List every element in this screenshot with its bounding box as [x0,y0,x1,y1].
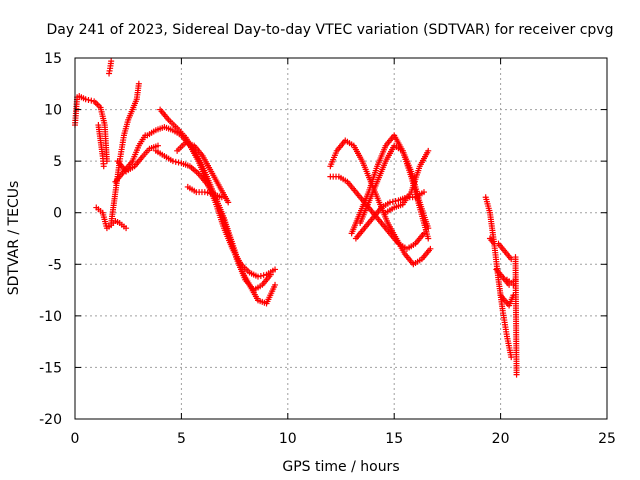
series-e5 [184,183,225,201]
data-point [201,189,208,196]
series-c2 [106,58,115,77]
data-point [267,271,274,278]
series-g2 [486,235,515,263]
series-g1 [482,194,515,361]
plot-frame [74,57,608,420]
y-tick-label: 5 [53,154,62,170]
data-points [72,58,520,378]
y-tick-label: -5 [48,257,62,273]
data-point [392,198,399,205]
y-axis-label: SDTVAR / TECUs [6,181,22,296]
data-point [425,235,432,242]
data-point [204,189,211,196]
data-point [255,273,262,280]
data-point [389,198,396,205]
data-point [175,159,182,166]
chart-title: Day 241 of 2023, Sidereal Day-to-day VTE… [47,22,614,38]
x-tick-label: 20 [492,431,510,447]
data-point [154,142,161,149]
data-point [272,266,279,273]
data-point [425,225,432,232]
x-tick-label: 0 [71,431,80,447]
data-point [207,190,214,197]
data-point [88,97,95,104]
y-tick-label: -15 [39,360,62,376]
data-point [108,58,115,65]
data-point [225,199,232,206]
series-a2 [95,122,107,170]
data-point [513,371,520,378]
y-tick-label: -10 [39,309,62,325]
data-point [169,158,176,165]
x-tick-label: 10 [279,431,297,447]
data-point [420,189,427,196]
x-tick-label: 25 [598,431,616,447]
y-tick-label: 10 [44,103,62,119]
series-f4 [357,142,432,232]
series-g6 [512,254,520,378]
grid [75,58,607,419]
data-point [427,245,434,252]
y-tick-label: -20 [39,412,62,428]
series-b1 [93,204,130,232]
data-point [386,199,393,206]
x-tick-label: 15 [385,431,403,447]
series-d2 [112,132,149,185]
data-point [85,96,92,103]
data-point [272,281,279,288]
x-tick-label: 5 [177,431,186,447]
data-point [257,272,264,279]
series-f6 [382,147,432,216]
data-point [260,272,267,279]
data-point [82,96,89,103]
data-point [425,147,432,154]
ticks [74,57,608,420]
series-e3 [157,106,274,294]
data-point [508,354,515,361]
data-point [123,225,130,232]
y-tick-label: 15 [44,51,62,67]
y-tick-label: 0 [53,206,62,222]
tick-labels: 0 5 10 15 20 25 -20 -15 -10 -5 0 5 10 15 [39,51,616,447]
data-point [172,158,179,165]
x-axis-label: GPS time / hours [282,459,399,475]
data-point [100,163,107,170]
series-e4 [174,139,232,206]
data-point [218,194,225,201]
data-point [135,80,142,87]
